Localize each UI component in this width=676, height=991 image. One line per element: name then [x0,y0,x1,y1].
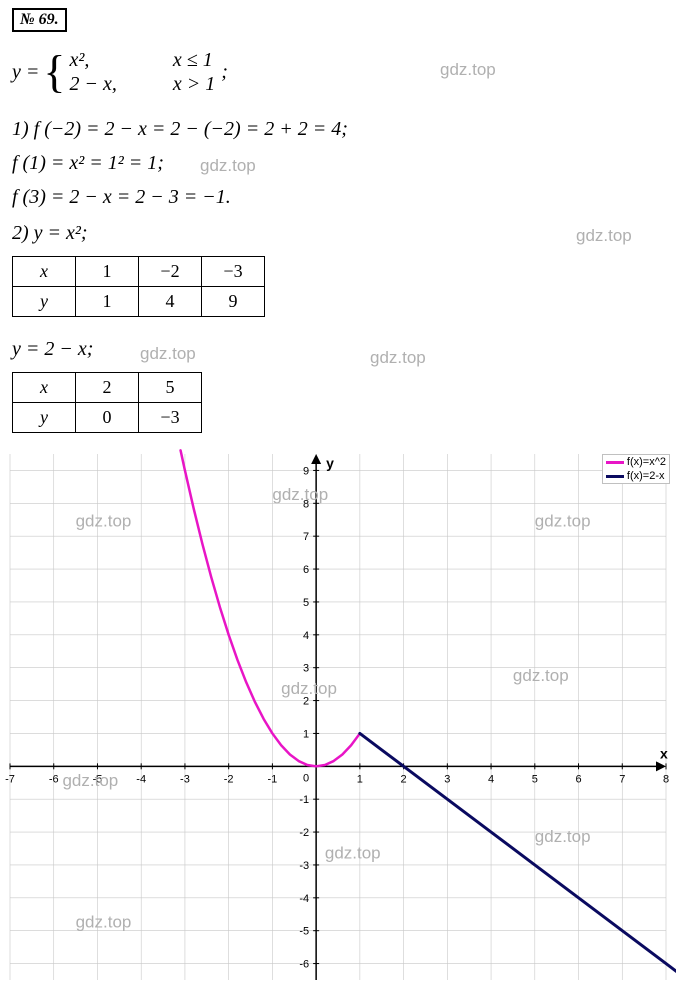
piece-expr-1: x², [69,48,116,72]
chart-svg: -7-6-5-4-3-2-112345678-6-5-4-3-2-1123456… [0,448,676,986]
svg-text:x: x [660,745,668,761]
solution-line-3: f (3) = 2 − x = 2 − 3 = −1. [12,186,231,209]
svg-text:0: 0 [303,772,309,784]
svg-text:-7: -7 [5,773,15,785]
svg-text:4: 4 [488,773,494,785]
function-chart: -7-6-5-4-3-2-112345678-6-5-4-3-2-1123456… [0,448,676,986]
table-cell: 2 [76,373,139,403]
svg-text:-1: -1 [268,773,278,785]
value-table-2: x 2 5 y 0 −3 [12,372,202,433]
table-cell: 9 [202,287,265,317]
piecewise-lhs: y = [12,61,39,84]
table-header: x [13,257,76,287]
svg-text:gdz.top: gdz.top [272,485,328,504]
svg-text:-1: -1 [299,794,309,806]
legend-item: f(x)=x^2 [603,455,669,469]
svg-text:-4: -4 [136,773,146,785]
table-header: x [13,373,76,403]
svg-text:gdz.top: gdz.top [535,511,591,530]
svg-text:gdz.top: gdz.top [281,679,337,698]
table-header: y [13,287,76,317]
watermark: gdz.top [200,156,256,176]
legend-swatch [606,475,624,478]
svg-text:4: 4 [303,630,309,642]
chart-legend: f(x)=x^2 f(x)=2-x [602,454,670,484]
svg-text:5: 5 [532,773,538,785]
svg-text:5: 5 [303,597,309,609]
table-cell: 1 [76,257,139,287]
piecewise-tail: ; [221,61,228,84]
svg-text:y: y [326,455,334,471]
svg-text:9: 9 [303,465,309,477]
table-cell: 0 [76,403,139,433]
watermark: gdz.top [440,60,496,80]
table-header: y [13,403,76,433]
problem-number: № 69. [12,8,67,32]
piecewise-definition: y = { x², 2 − x, x ≤ 1 x > 1 ; [12,48,228,96]
svg-text:gdz.top: gdz.top [62,771,118,790]
svg-text:1: 1 [303,728,309,740]
svg-text:-3: -3 [180,773,190,785]
svg-text:gdz.top: gdz.top [325,843,381,862]
piece-cond-1: x ≤ 1 [173,48,215,72]
svg-text:-2: -2 [224,773,234,785]
svg-text:7: 7 [303,531,309,543]
svg-text:-5: -5 [299,926,309,938]
watermark: gdz.top [576,226,632,246]
svg-text:8: 8 [663,773,669,785]
svg-text:6: 6 [575,773,581,785]
svg-text:-4: -4 [299,893,309,905]
svg-text:gdz.top: gdz.top [76,912,132,931]
watermark: gdz.top [140,344,196,364]
table-cell: 5 [139,373,202,403]
table-cell: −3 [139,403,202,433]
svg-text:gdz.top: gdz.top [535,827,591,846]
legend-label: f(x)=2-x [627,470,665,482]
piece-cond-2: x > 1 [173,72,215,96]
svg-text:-3: -3 [299,860,309,872]
svg-text:gdz.top: gdz.top [76,511,132,530]
legend-label: f(x)=x^2 [627,456,666,468]
legend-item: f(x)=2-x [603,469,669,483]
solution-line-5: y = 2 − x; [12,338,93,361]
value-table-1: x 1 −2 −3 y 1 4 9 [12,256,265,317]
svg-text:2: 2 [401,773,407,785]
svg-text:3: 3 [303,663,309,675]
table-cell: −3 [202,257,265,287]
table-cell: −2 [139,257,202,287]
solution-line-1: 1) f (−2) = 2 − x = 2 − (−2) = 2 + 2 = 4… [12,118,348,141]
solution-line-4: 2) y = x²; [12,222,88,245]
svg-text:-2: -2 [299,827,309,839]
solution-line-2: f (1) = x² = 1² = 1; [12,152,164,175]
table-cell: 4 [139,287,202,317]
svg-text:-6: -6 [299,959,309,971]
watermark: gdz.top [370,348,426,368]
brace-icon: { [43,51,65,92]
legend-swatch [606,461,624,464]
piece-expr-2: 2 − x, [69,72,116,96]
table-cell: 1 [76,287,139,317]
svg-text:3: 3 [444,773,450,785]
svg-text:-6: -6 [49,773,59,785]
svg-text:6: 6 [303,564,309,576]
svg-text:1: 1 [357,773,363,785]
svg-text:gdz.top: gdz.top [513,666,569,685]
svg-text:7: 7 [619,773,625,785]
